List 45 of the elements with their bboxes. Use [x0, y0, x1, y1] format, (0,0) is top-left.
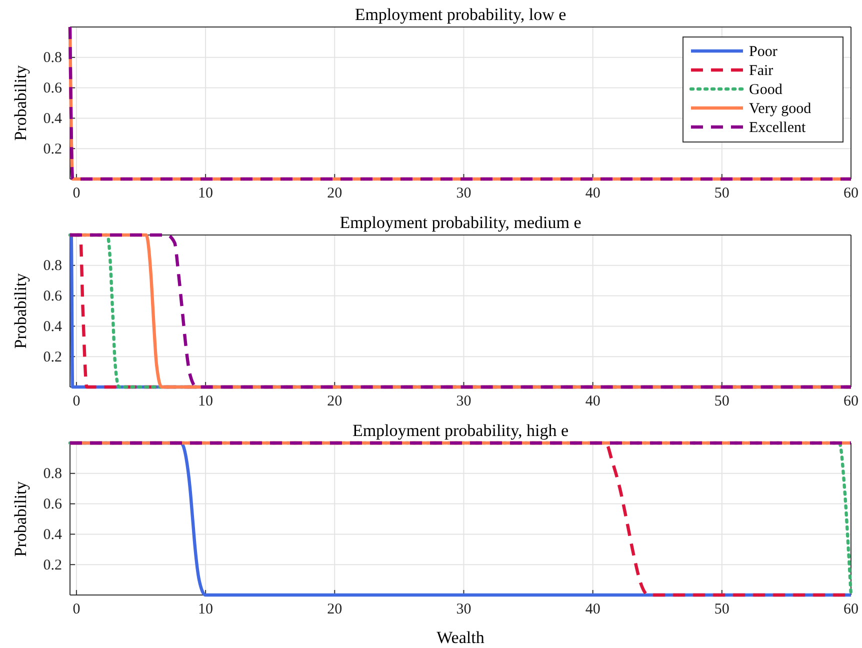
legend-label: Good: [749, 82, 783, 98]
chart-title: Employment probability, low e: [354, 5, 566, 24]
y-tick-label: 0.4: [43, 319, 62, 335]
y-tick-label: 0.6: [43, 80, 62, 97]
x-tick-label: 50: [714, 186, 730, 202]
x-tick-label: 60: [844, 186, 858, 202]
y-tick-label: 0.6: [43, 496, 62, 513]
x-tick-label: 60: [844, 602, 858, 618]
y-axis-title: Probability: [11, 64, 30, 141]
x-tick-label: 40: [585, 186, 600, 202]
y-tick-label: 0.8: [43, 466, 62, 482]
y-tick-label: 0.4: [43, 527, 62, 543]
x-tick-label: 20: [327, 602, 342, 618]
legend-label: Very good: [749, 101, 812, 117]
chart-title: Employment probability, medium e: [340, 213, 582, 232]
x-tick-label: 20: [327, 186, 342, 202]
y-tick-label: 0.6: [43, 288, 62, 305]
x-tick-label: 50: [714, 394, 730, 410]
x-tick-label: 0: [72, 394, 80, 410]
x-tick-label: 30: [456, 186, 472, 202]
x-tick-label: 60: [844, 394, 858, 410]
y-axis-title: Probability: [11, 272, 30, 349]
legend-label: Excellent: [749, 120, 806, 136]
x-tick-label: 30: [456, 394, 472, 410]
x-tick-label: 20: [327, 394, 342, 410]
y-tick-label: 0.2: [43, 141, 62, 158]
y-tick-label: 0.8: [43, 50, 62, 66]
x-tick-label: 10: [198, 186, 214, 202]
y-tick-label: 0.4: [43, 111, 62, 127]
x-tick-label: 40: [585, 394, 600, 410]
y-tick-label: 0.2: [43, 349, 62, 366]
x-tick-label: 10: [198, 602, 214, 618]
y-axis-title: Probability: [11, 480, 30, 557]
x-axis-title: Wealth: [436, 628, 485, 647]
chart-title: Employment probability, high e: [352, 421, 569, 440]
x-tick-label: 10: [198, 394, 214, 410]
x-tick-label: 50: [714, 602, 730, 618]
y-tick-label: 0.8: [43, 258, 62, 274]
x-tick-label: 0: [72, 602, 80, 618]
x-tick-label: 0: [72, 186, 80, 202]
x-tick-label: 30: [456, 602, 472, 618]
legend-label: Fair: [749, 63, 774, 79]
legend-label: Poor: [749, 44, 778, 60]
y-tick-label: 0.2: [43, 557, 62, 574]
x-tick-label: 40: [585, 602, 600, 618]
